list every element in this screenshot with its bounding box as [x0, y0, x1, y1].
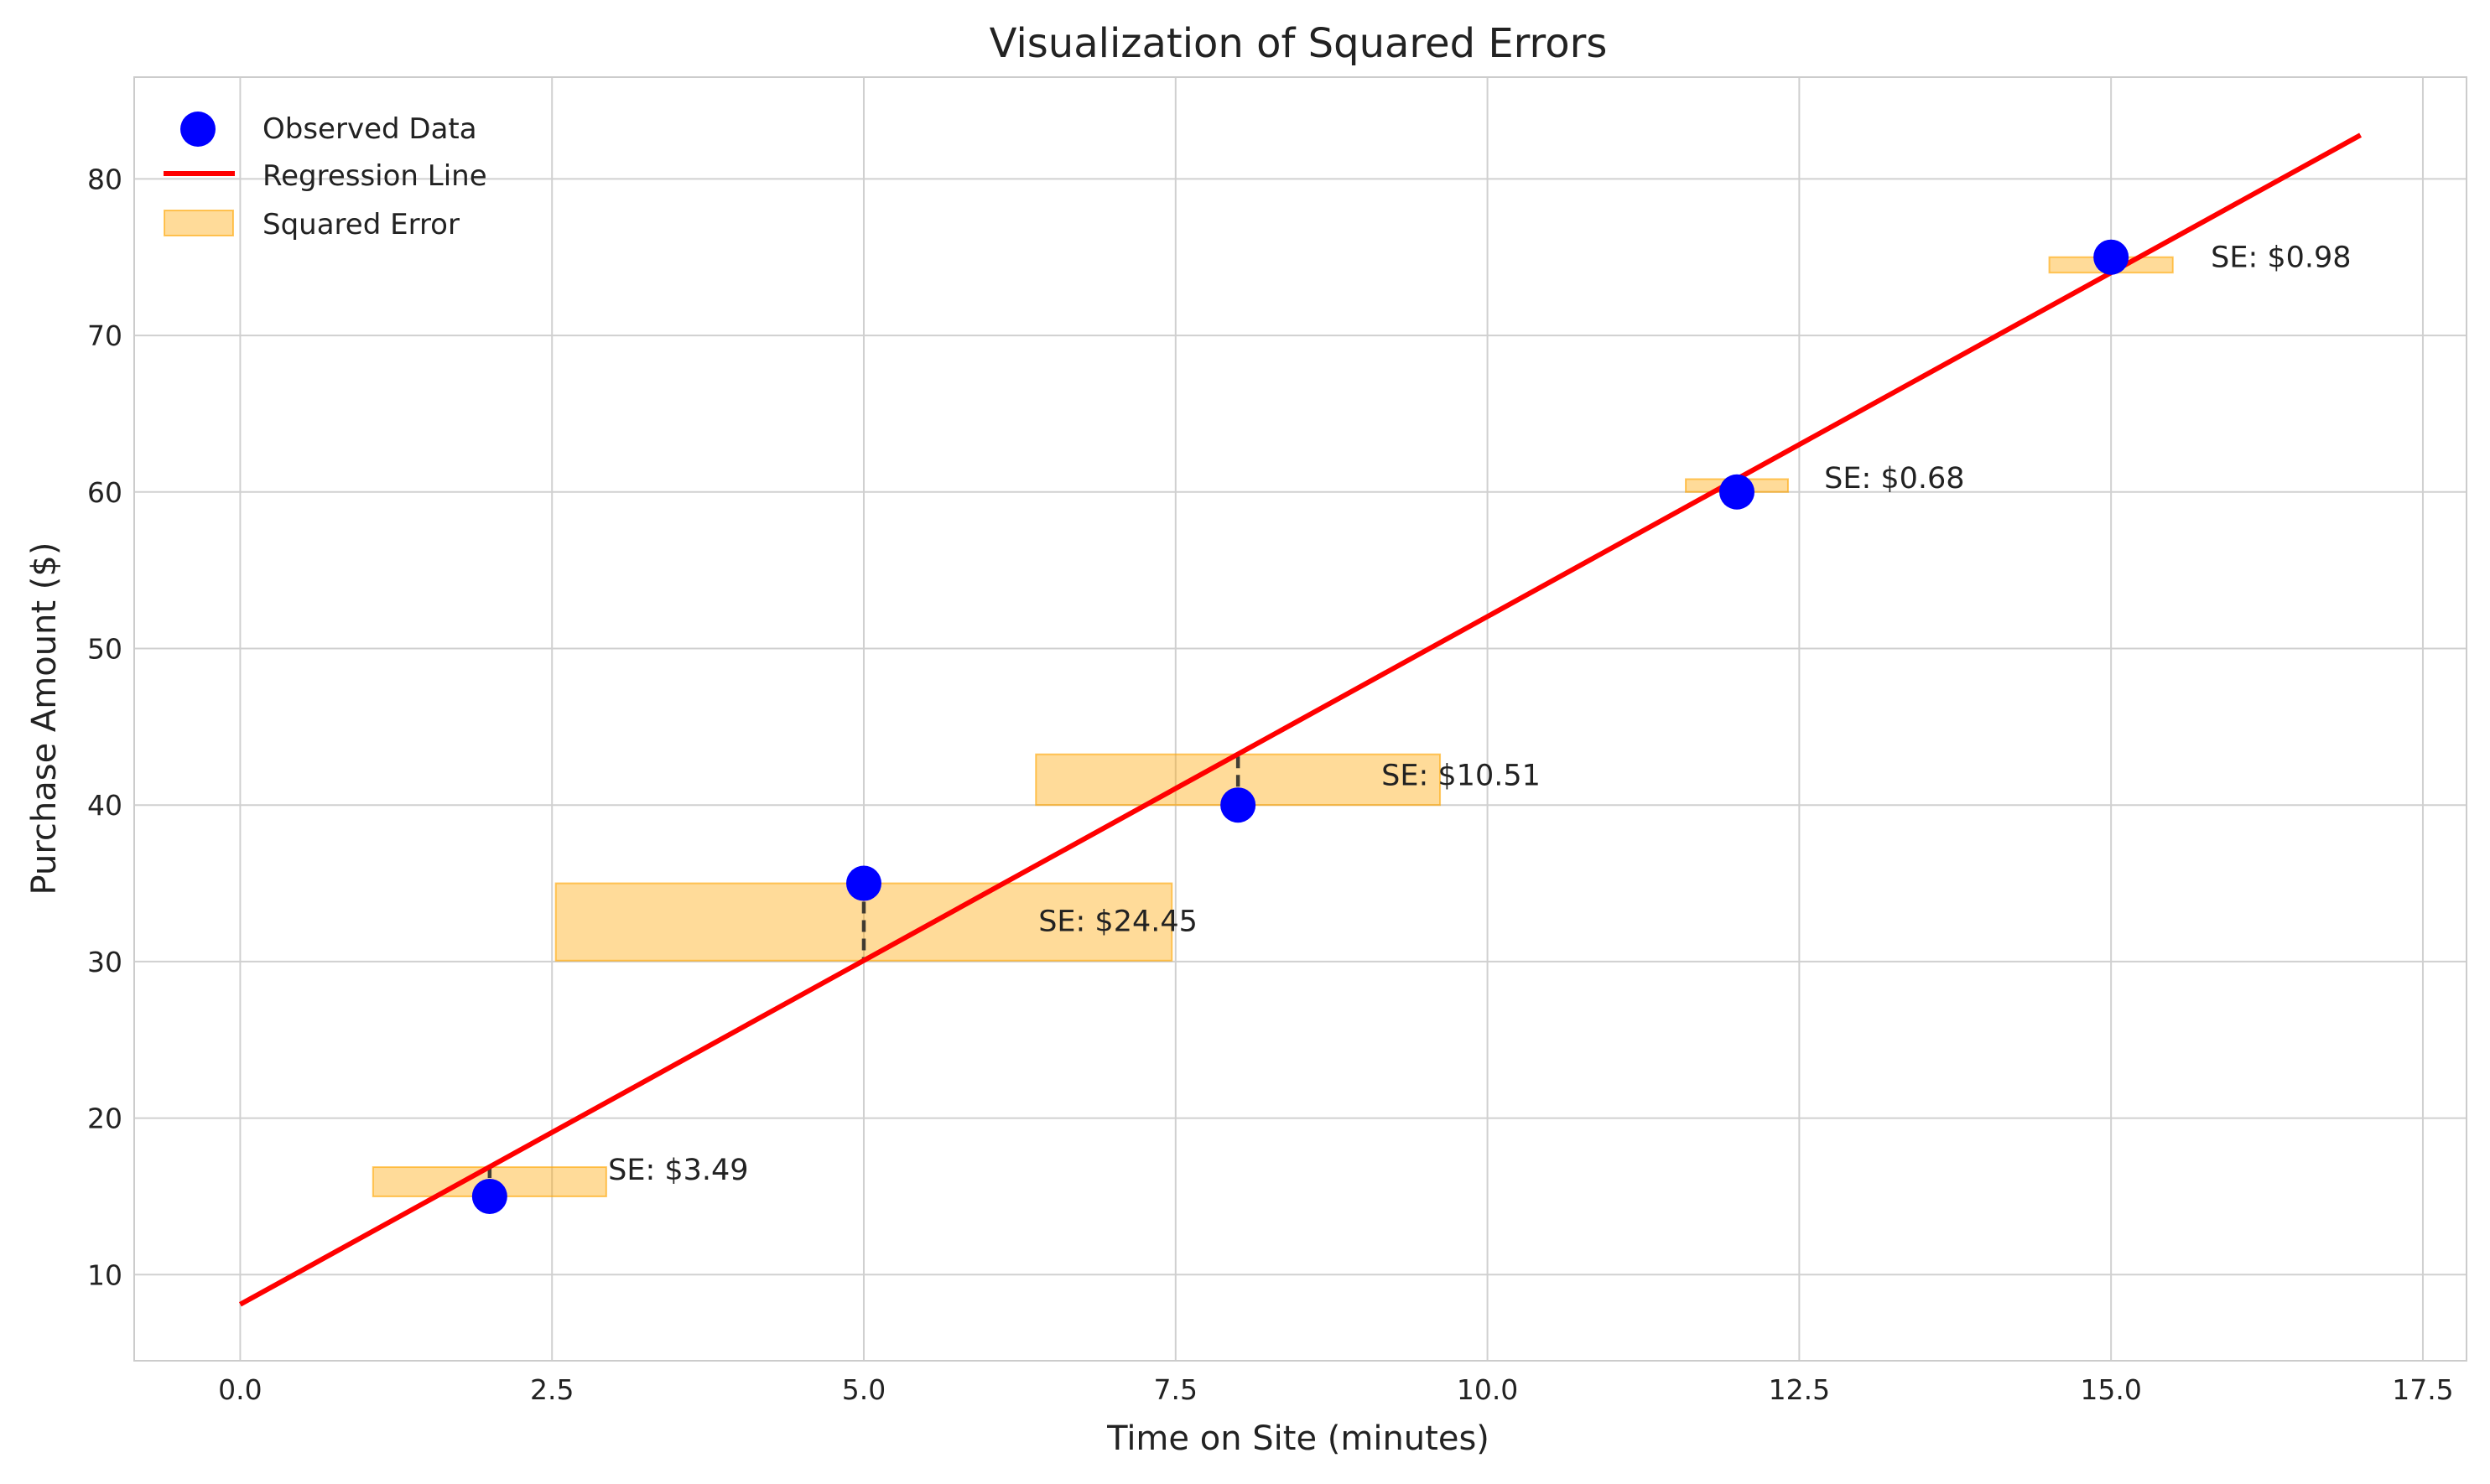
squared-error-boxes: [372, 256, 2174, 1197]
x-tick-label: 10.0: [1457, 1373, 1518, 1406]
squared-error-label: SE: $0.68: [1824, 462, 1964, 496]
observed-point: [471, 1178, 507, 1214]
legend: Observed Data Regression Line Squared Er…: [164, 112, 487, 241]
x-tick-label: 12.5: [1769, 1373, 1830, 1406]
y-tick-label: 80: [87, 163, 122, 195]
observed-point: [2093, 239, 2129, 275]
squared-error-label: SE: $24.45: [1038, 905, 1198, 938]
squared-error-annotations: SE: $3.49 SE: $24.45 SE: $10.51 SE: $0.68 SE…: [608, 241, 2351, 1188]
y-tick-label: 30: [87, 946, 122, 978]
plot-frame: [133, 76, 2467, 1362]
squared-error-label: SE: $0.98: [2211, 241, 2351, 275]
y-tick-label: 20: [87, 1103, 122, 1135]
x-tick-label: 5.0: [842, 1373, 886, 1406]
legend-marker-observed: [180, 112, 216, 147]
x-tick-label: 17.5: [2392, 1373, 2453, 1406]
regression-line: [238, 132, 2363, 1307]
legend-label-observed: Observed Data: [263, 112, 477, 146]
x-tick-label: 15.0: [2080, 1373, 2141, 1406]
observed-point: [1220, 787, 1256, 823]
chart-title: Visualization of Squared Errors: [990, 20, 1608, 67]
y-tick-label: 60: [87, 476, 122, 509]
squared-error-label: SE: $10.51: [1381, 760, 1541, 793]
y-axis-label: Purchase Amount ($): [25, 542, 64, 895]
x-tick-label: 0.0: [218, 1373, 262, 1406]
regression-line-layer: [238, 132, 2363, 1307]
squared-error-label: SE: $3.49: [608, 1154, 748, 1187]
y-tick-label: 70: [87, 319, 122, 352]
observed-point: [845, 865, 881, 901]
tick-labels: 0.0 2.5 5.0 7.5 10.0 12.5 15.0 17.5 10 20 30 40 50 60…: [87, 163, 2454, 1406]
x-tick-label: 2.5: [530, 1373, 574, 1406]
observed-point: [1719, 474, 1755, 510]
legend-label-regression: Regression Line: [263, 159, 487, 193]
grid: [134, 77, 2467, 1361]
y-tick-label: 50: [87, 632, 122, 665]
x-tick-label: 7.5: [1154, 1373, 1198, 1406]
y-tick-label: 40: [87, 789, 122, 822]
x-axis-label: Time on Site (minutes): [1106, 1419, 1489, 1458]
legend-patch-squared-error: [164, 210, 234, 236]
legend-label-squared-error: Squared Error: [263, 208, 460, 241]
y-tick-label: 10: [87, 1258, 122, 1291]
observed-points: [471, 239, 2129, 1214]
